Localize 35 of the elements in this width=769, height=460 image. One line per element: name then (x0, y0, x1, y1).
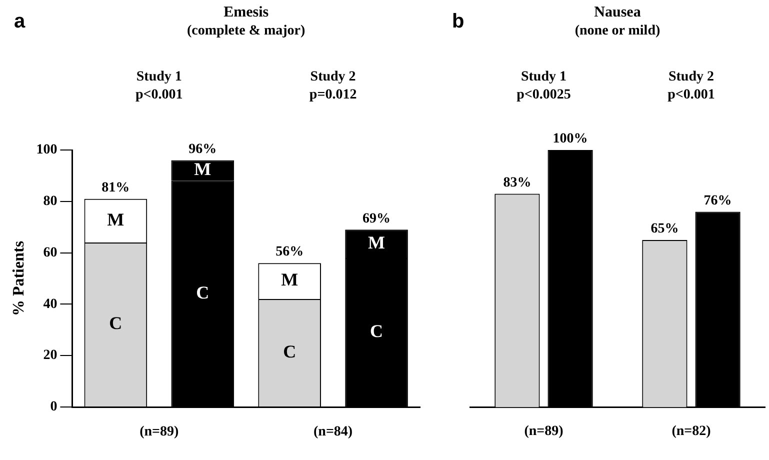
chart-title: Emesis (224, 4, 269, 20)
data-label: 83% (503, 175, 532, 190)
text: M (368, 232, 386, 252)
text: C (196, 282, 210, 302)
y-tick-label: 100 (36, 142, 58, 158)
chart-subtitle: (complete & major) (187, 24, 306, 39)
chart-subtitle: (none or mild) (574, 24, 660, 39)
y-tick-label: 40 (43, 296, 58, 312)
total-label: 69% (362, 211, 391, 226)
text: C (370, 320, 384, 341)
text: M (107, 209, 124, 230)
text: Study 2 p<0.001 (668, 70, 715, 103)
data-label: 76% (704, 193, 732, 208)
chart-title: Nausea (594, 4, 642, 20)
text: b (452, 10, 464, 33)
total-label: 96% (188, 142, 217, 157)
data-label: 65% (650, 222, 679, 237)
series-label: C (283, 341, 296, 362)
y-tick-label: 0 (50, 400, 58, 415)
total-label: 81% (102, 180, 130, 196)
y-tick-label: 80 (43, 194, 58, 210)
y-tick-label: 20 (43, 348, 58, 364)
text: M (281, 270, 298, 290)
series-label: M (194, 159, 212, 180)
text: C (109, 313, 122, 334)
text: Study 1 p<0.001 (136, 70, 183, 103)
text: a (14, 10, 26, 33)
data-label: 100% (552, 132, 588, 147)
x-tick-label: (n=82) (672, 424, 712, 440)
y-axis-title: % Patients (10, 240, 28, 316)
y-tick-label: 60 (43, 245, 58, 260)
text: Study 1 p<0.0025 (516, 70, 571, 103)
text: (n=84) (314, 424, 353, 440)
text: Study 2 p=0.012 (309, 70, 357, 103)
total-label: 56% (276, 244, 304, 260)
